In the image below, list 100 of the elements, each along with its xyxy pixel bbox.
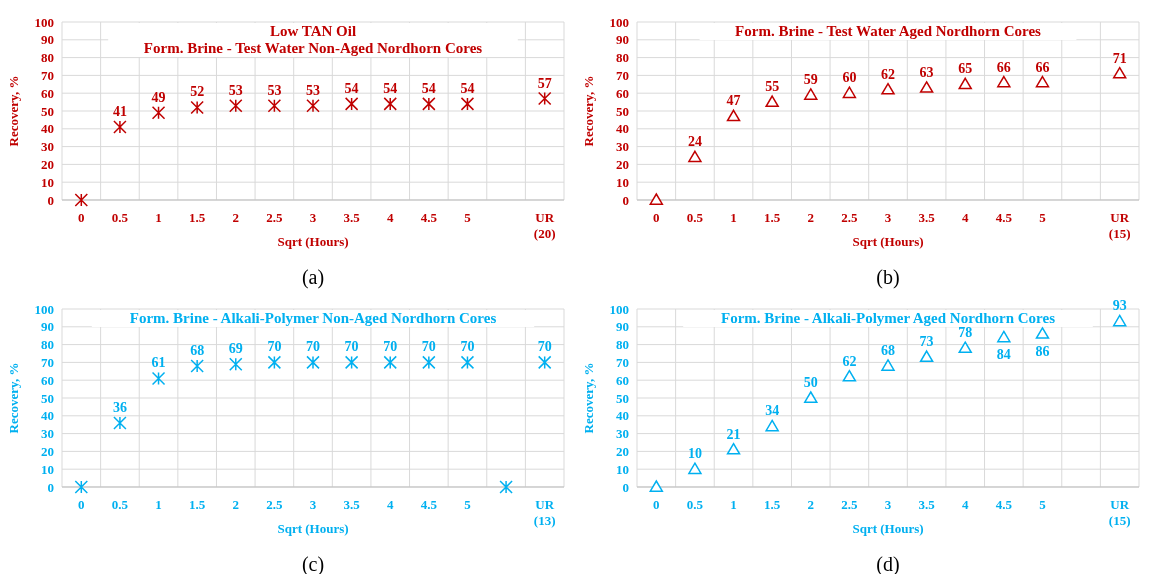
chart-title: Form. Brine - Alkali-Polymer Non-Aged Nordhorn Cores (129, 310, 497, 326)
y-tick-label: 50 (41, 103, 54, 119)
point (113, 416, 127, 430)
y-tick-label: 20 (41, 443, 54, 459)
point (74, 480, 89, 494)
y-tick-label: 10 (41, 461, 54, 477)
point (997, 75, 1011, 88)
point (649, 193, 664, 205)
x-tick-label: 3.5 (343, 210, 361, 225)
x-tick-label: 0 (78, 210, 85, 225)
x-tick-label: 2 (807, 210, 815, 225)
x-tick-label: 4 (386, 497, 394, 512)
point (267, 355, 282, 370)
y-tick-label: 60 (41, 85, 54, 101)
y-tick-label: 10 (616, 174, 629, 190)
point (344, 97, 359, 111)
y-tick-label: 30 (616, 139, 629, 155)
x-tick-label: 1 (730, 497, 737, 512)
data-label: 78 (958, 325, 973, 341)
x-tick-label: 1.5 (189, 210, 206, 225)
y-tick-label: 40 (41, 408, 54, 424)
x-tick-label: 1 (155, 210, 162, 225)
y-tick-label: 40 (616, 408, 629, 424)
x-tick-label: 2.5 (841, 497, 859, 512)
point (306, 98, 320, 113)
x-tick-label: 1.5 (189, 497, 206, 512)
data-label: 21 (726, 426, 741, 442)
y-tick-label: 90 (41, 32, 54, 48)
chart-title: Form. Brine - Alkali-Polymer Aged Nordhorn Cores (721, 310, 1056, 326)
data-label: 68 (190, 342, 205, 358)
data-label: 93 (1112, 298, 1127, 314)
text: (a) (301, 266, 325, 289)
x-tick-label: 3 (309, 210, 317, 225)
y-tick-label: 90 (616, 32, 629, 48)
y-tick-label: 80 (616, 50, 629, 66)
data-label: 62 (881, 66, 895, 82)
point (881, 82, 895, 95)
y-tick-label: 100 (609, 301, 629, 317)
point (151, 371, 166, 386)
point (460, 97, 475, 111)
x-tick-label: 0.5 (111, 210, 129, 225)
x-tick-label: 4 (961, 497, 969, 512)
point (881, 359, 895, 371)
point (649, 480, 664, 492)
point (383, 355, 397, 370)
x-tick-label: 3.5 (918, 210, 936, 225)
y-axis-title: Recovery, % (581, 362, 596, 434)
data-label: 65 (958, 61, 973, 77)
point (726, 442, 741, 455)
y-tick-label: 20 (41, 156, 54, 172)
data-label: 41 (112, 104, 127, 120)
y-axis-title: Recovery, % (6, 75, 21, 147)
x-tick-label: 0.5 (686, 210, 704, 225)
data-label: 63 (919, 64, 934, 80)
x-tick-label: 2.5 (266, 497, 284, 512)
y-tick-label: 30 (41, 426, 54, 442)
y-tick-label: 80 (41, 50, 54, 66)
y-tick-label: 0 (622, 479, 629, 495)
data-label: 53 (306, 82, 320, 98)
text: (b) (876, 266, 900, 289)
point (537, 355, 552, 370)
x-axis-title: Sqrt (Hours) (277, 521, 349, 536)
x-tick-label: UR (20) (533, 210, 556, 241)
x-tick-label: 1.5 (764, 210, 781, 225)
data-label: 70 (267, 339, 282, 355)
point (537, 91, 552, 106)
x-tick-label: 4.5 (995, 210, 1013, 225)
data-label: 54 (344, 80, 359, 96)
point (1035, 327, 1050, 339)
point (688, 150, 702, 163)
data-label: 70 (421, 339, 436, 355)
y-tick-label: 100 (34, 14, 54, 30)
point (1112, 314, 1127, 327)
point (842, 369, 857, 382)
y-tick-label: 20 (616, 156, 629, 172)
x-tick-label: 2.5 (266, 210, 284, 225)
y-tick-label: 10 (616, 461, 629, 477)
chart-title: Form. Brine - Test Water Aged Nordhorn Cores (735, 23, 1042, 39)
data-label: 24 (687, 134, 702, 150)
y-tick-label: 70 (616, 354, 629, 370)
data-label: 70 (383, 339, 398, 355)
data-label: 70 (306, 339, 320, 355)
y-axis-title: Recovery, % (6, 362, 21, 434)
x-tick-label: 2.5 (841, 210, 859, 225)
point (804, 391, 818, 403)
data-label: 10 (687, 446, 702, 462)
x-tick-label: 2 (807, 497, 815, 512)
x-tick-label: 0.5 (111, 497, 129, 512)
x-axis-title: Sqrt (Hours) (277, 234, 349, 249)
y-tick-label: 40 (616, 121, 629, 137)
x-tick-label: 3.5 (343, 497, 361, 512)
point (229, 98, 243, 113)
x-tick-label: 5 (1039, 497, 1047, 512)
y-tick-label: 20 (616, 443, 629, 459)
data-label: 61 (151, 355, 166, 371)
y-tick-label: 0 (47, 192, 54, 208)
y-tick-label: 0 (47, 479, 54, 495)
data-label: 53 (228, 82, 243, 98)
x-tick-label: UR (15) (1108, 210, 1131, 241)
data-label: 60 (842, 70, 857, 86)
